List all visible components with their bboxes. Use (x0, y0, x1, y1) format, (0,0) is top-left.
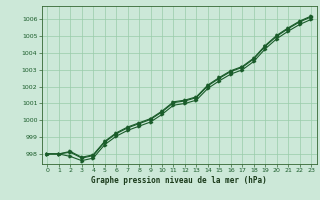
X-axis label: Graphe pression niveau de la mer (hPa): Graphe pression niveau de la mer (hPa) (91, 176, 267, 185)
